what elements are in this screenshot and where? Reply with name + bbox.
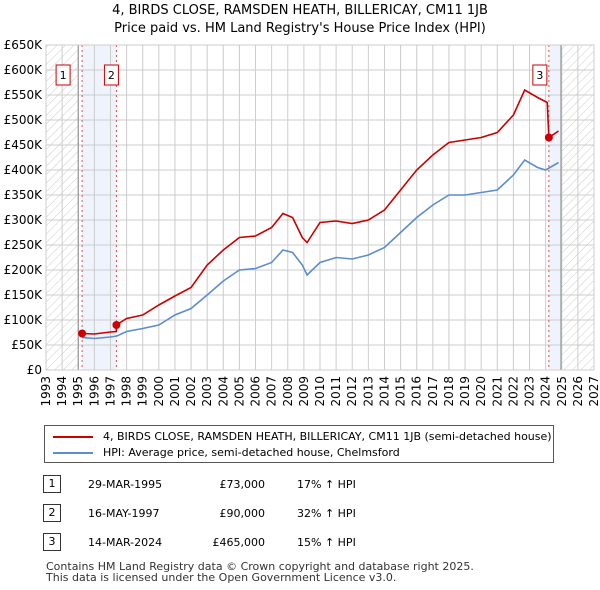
sale-point [78,329,87,338]
sale-marker-label: 2 [108,69,115,82]
shade-sale-3 [548,45,561,370]
x-tick-label: 2007 [265,376,279,407]
x-tick-label: 2013 [361,376,375,407]
sale-marker-number: 2 [43,504,61,522]
sale-hpi-diff: 17% ↑ HPI [297,478,356,491]
sale-marker-box [103,64,119,86]
sale-price: £90,000 [219,507,266,520]
y-tick-label: £550K [4,88,44,102]
x-tick-label: 2004 [216,376,230,407]
x-tick-label: 2010 [313,376,327,407]
sale-row: 3 14-MAR-2024 £465,000 15% ↑ HPI [0,533,600,553]
x-tick-label: 2003 [200,376,214,407]
x-tick-label: 2024 [539,376,553,407]
sale-marker-label: 3 [536,69,543,82]
y-tick-label: £300K [4,213,44,227]
x-tick-label: 2022 [506,376,520,407]
x-tick-label: 2020 [474,376,488,407]
x-tick-label: 2027 [587,376,600,407]
x-tick-label: 1996 [87,376,101,407]
x-tick-label: 2021 [490,376,504,407]
series-line-property [82,88,559,335]
y-tick-label: £50K [11,338,43,352]
y-tick-label: £250K [4,238,44,252]
chart-plot: 1993 1994 1995 1996 1997 1998 1999 2000 2001 2002… [4,38,600,407]
x-tick-label: 1994 [55,376,69,407]
sale-point [112,321,121,329]
x-tick-label: 1998 [120,376,134,407]
y-tick-label: £450K [4,138,44,152]
x-tick-label: 1999 [136,376,150,407]
sale-marker-box [532,64,548,86]
x-tick-label: 2025 [555,376,569,407]
sale-row: 2 16-MAY-1997 £90,000 32% ↑ HPI [0,504,600,524]
x-tick-label: 2006 [249,376,263,407]
legend-item-property: 4, BIRDS CLOSE, RAMSDEN HEATH, BILLERICA… [53,430,552,443]
x-tick-label: 2002 [184,376,198,407]
legend-swatch [53,451,93,454]
x-tick-label: 1993 [39,376,53,407]
x-tick-label: 2005 [232,376,246,407]
sale-date: 16-MAY-1997 [88,507,160,520]
x-tick-label: 2015 [394,376,408,407]
sale-price: £73,000 [219,478,266,491]
legend: 4, BIRDS CLOSE, RAMSDEN HEATH, BILLERICA… [44,425,554,463]
y-tick-label: £400K [4,163,44,177]
x-tick-label: 2014 [377,376,391,407]
sale-hpi-diff: 15% ↑ HPI [297,536,356,549]
sale-date: 29-MAR-1995 [88,478,163,491]
sale-point [544,133,553,142]
x-tick-label: 2026 [571,376,585,407]
legend-label: 4, BIRDS CLOSE, RAMSDEN HEATH, BILLERICA… [103,430,552,443]
sale-hpi-diff: 32% ↑ HPI [297,507,356,520]
shade-sale-1-2 [82,45,117,370]
chart-title: 4, BIRDS CLOSE, RAMSDEN HEATH, BILLERICA… [112,3,488,18]
sale-date: 14-MAR-2024 [88,536,163,549]
y-tick-label: £150K [4,288,44,302]
y-tick-label: £0 [27,363,42,377]
y-tick-label: £500K [4,113,44,127]
x-tick-label: 1997 [103,376,117,407]
y-tick-label: £100K [4,313,44,327]
footer-licence: This data is licensed under the Open Gov… [46,571,397,584]
sale-row: 1 29-MAR-1995 £73,000 17% ↑ HPI [0,475,600,495]
x-tick-label: 2016 [410,376,424,407]
legend-swatch [53,435,93,438]
chart-subtitle: Price paid vs. HM Land Registry's House … [114,21,486,36]
sale-marker-box [55,64,71,86]
sale-marker-number: 3 [43,533,61,551]
x-tick-label: 2000 [152,376,166,407]
sale-price: £465,000 [212,536,266,549]
x-tick-label: 2023 [523,376,537,407]
x-tick-label: 2019 [458,376,472,407]
y-tick-label: £200K [4,263,44,277]
plot-border [45,44,595,371]
x-tick-label: 2018 [442,376,456,407]
y-tick-label: £650K [4,38,44,52]
legend-item-hpi: HPI: Average price, semi-detached house,… [53,446,400,459]
x-tick-label: 2011 [329,376,343,407]
x-tick-label: 2012 [345,376,359,407]
x-tick-label: 2009 [297,376,311,407]
legend-label: HPI: Average price, semi-detached house,… [103,446,400,459]
sale-marker-label: 1 [60,69,67,82]
sale-marker-number: 1 [43,475,61,493]
footer-copyright: Contains HM Land Registry data © Crown c… [46,560,474,573]
x-tick-label: 2017 [426,376,440,407]
x-tick-label: 1995 [71,376,85,407]
y-tick-label: £350K [4,188,44,202]
series-line-hpi [82,158,559,340]
x-tick-label: 2001 [168,376,182,407]
x-tick-label: 2008 [281,376,295,407]
y-tick-label: £600K [4,63,44,77]
